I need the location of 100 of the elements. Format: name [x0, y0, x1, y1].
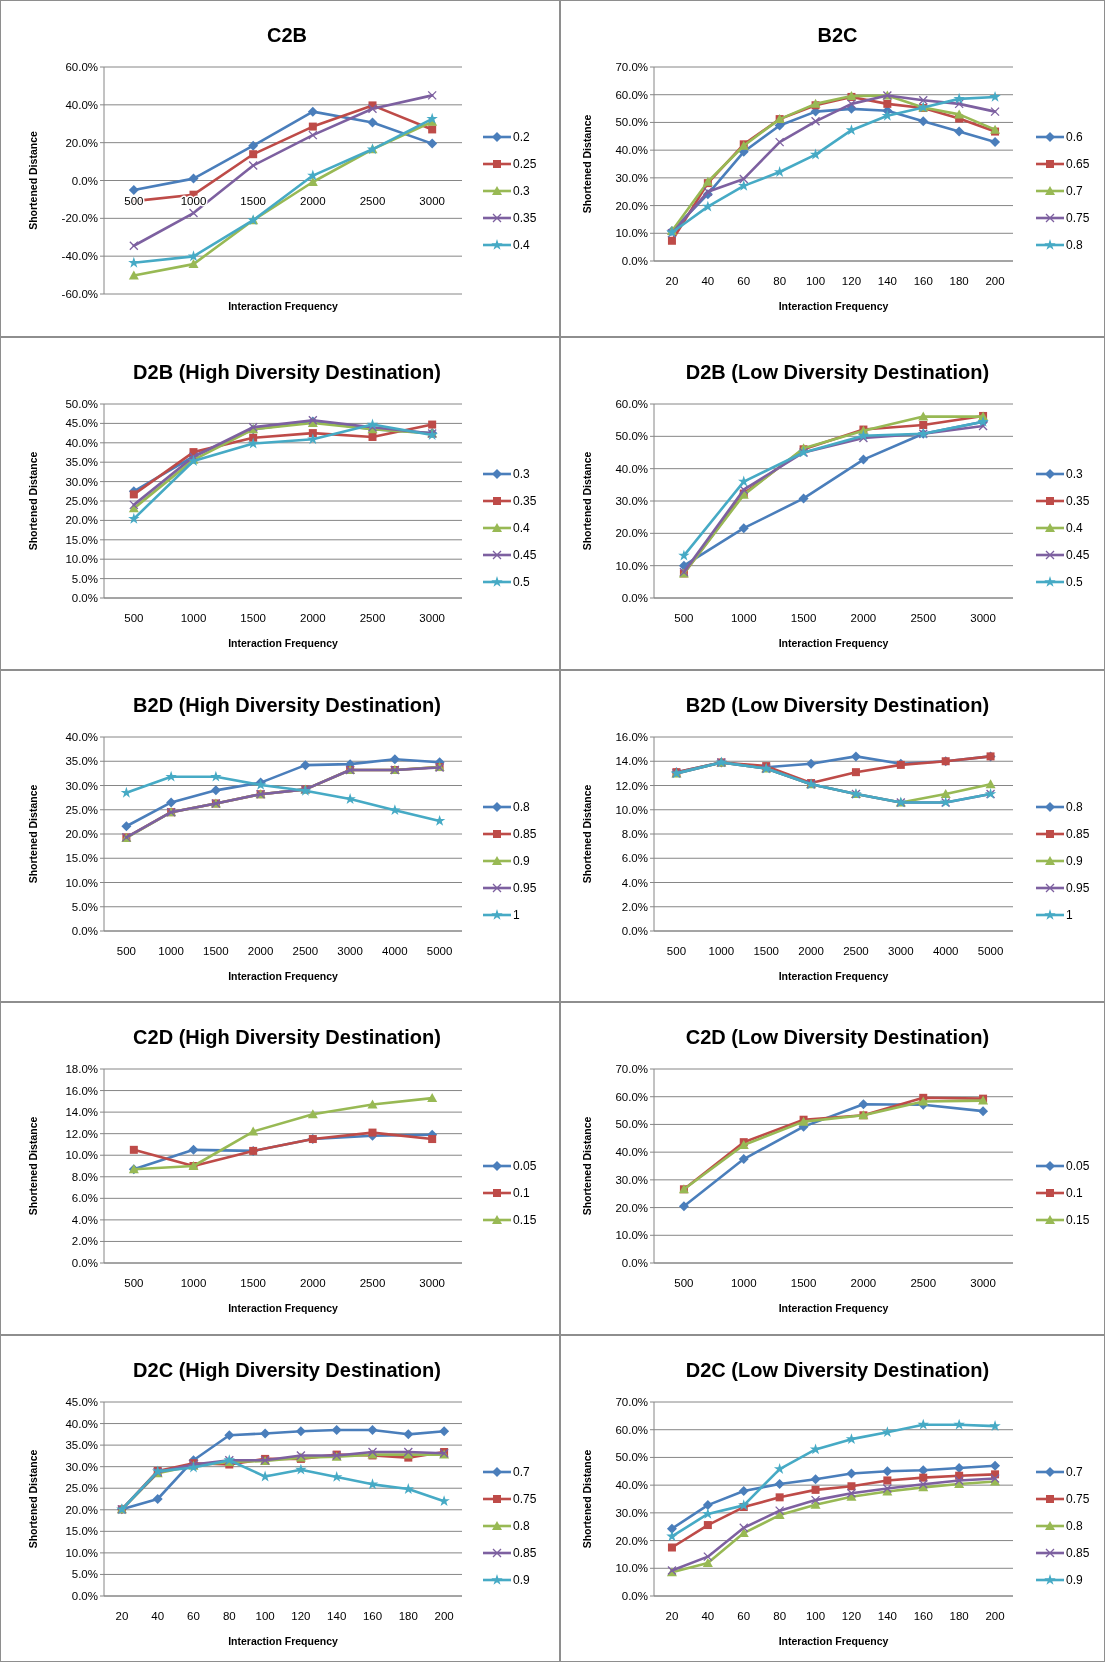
x-tick-label: 2000 [300, 612, 326, 624]
y-tick-label: 10.0% [65, 553, 98, 566]
legend-label: 0.8 [1066, 238, 1084, 253]
y-tick-label: 14.0% [65, 1106, 98, 1119]
x-tick-label: 2000 [798, 945, 824, 957]
y-tick-label: 40.0% [65, 98, 98, 111]
x-tick-label: 140 [327, 1610, 347, 1622]
y-tick-label: 20.0% [65, 514, 98, 527]
y-tick-label: 20.0% [65, 136, 98, 149]
chart-title: C2D (Low Diversity Destination) [685, 1026, 990, 1048]
chart-title: B2C [817, 24, 858, 46]
legend-label: 0.05 [1066, 1159, 1090, 1174]
y-tick-label: -40.0% [61, 250, 98, 263]
y-tick-label: 40.0% [615, 1479, 648, 1492]
y-tick-label: 18.0% [65, 1063, 98, 1076]
y-tick-label: 0.0% [621, 925, 648, 938]
y-tick-label: 20.0% [615, 1201, 648, 1214]
x-tick-label: 160 [913, 275, 933, 287]
y-tick-label: 15.0% [65, 852, 98, 865]
x-tick-label: 2000 [247, 945, 274, 957]
x-axis-title: Interaction Frequency [228, 1302, 338, 1314]
y-tick-label: 40.0% [65, 1417, 98, 1430]
y-tick-label: 50.0% [615, 116, 648, 129]
y-tick-label: 5.0% [71, 1568, 98, 1581]
y-tick-label: 30.0% [65, 779, 98, 792]
legend-label: 0.85 [1066, 827, 1090, 842]
y-tick-label: 0.0% [71, 174, 98, 187]
legend-label: 0.7 [1066, 184, 1084, 199]
x-axis-title: Interaction Frequency [228, 300, 338, 312]
y-tick-label: 50.0% [615, 430, 648, 443]
x-tick-label: 40 [701, 275, 715, 287]
y-tick-label: 4.0% [621, 876, 648, 889]
x-tick-label: 2500 [843, 945, 869, 957]
legend-label: 0.75 [1066, 211, 1090, 226]
x-tick-label: 1500 [790, 612, 817, 624]
y-tick-label: 25.0% [65, 495, 98, 508]
x-axis-title: Interaction Frequency [228, 1635, 338, 1647]
x-tick-label: 1500 [203, 945, 229, 957]
y-tick-label: 6.0% [621, 852, 648, 865]
y-tick-label: 40.0% [615, 144, 648, 157]
y-tick-label: 30.0% [615, 495, 648, 508]
legend-label: 0.85 [513, 827, 537, 842]
y-axis-title: Shortened Distance [581, 451, 593, 551]
legend-label: 0.05 [513, 1159, 537, 1174]
chart-title: D2C (Low Diversity Destination) [685, 1359, 990, 1381]
x-tick-label: 140 [877, 1610, 897, 1622]
x-tick-label: 160 [362, 1610, 383, 1622]
y-tick-label: 25.0% [65, 1482, 98, 1495]
chart-title: D2C (High Diversity Destination) [133, 1359, 441, 1381]
y-tick-label: 15.0% [65, 1525, 98, 1538]
y-tick-label: 10.0% [65, 1546, 98, 1559]
y-tick-label: 10.0% [615, 1562, 648, 1575]
x-tick-label: 1500 [240, 612, 266, 624]
x-tick-label: 3000 [337, 945, 363, 957]
y-tick-label: 10.0% [65, 876, 98, 889]
x-tick-label: 5000 [977, 945, 1004, 957]
y-tick-label: 14.0% [615, 755, 648, 768]
x-tick-label: 1000 [158, 945, 184, 957]
y-tick-label: 60.0% [615, 398, 648, 411]
y-tick-label: 45.0% [65, 1396, 98, 1409]
y-tick-label: 60.0% [65, 61, 98, 74]
y-tick-label: -20.0% [61, 212, 98, 225]
y-tick-label: 20.0% [615, 1534, 648, 1547]
y-tick-label: 10.0% [615, 1229, 648, 1242]
y-tick-label: 60.0% [615, 88, 648, 101]
y-tick-label: 60.0% [615, 1423, 648, 1436]
y-tick-label: 0.0% [621, 592, 648, 605]
x-tick-label: 2500 [359, 612, 386, 624]
y-tick-label: 8.0% [71, 1170, 98, 1183]
y-tick-label: 0.0% [621, 1257, 648, 1270]
y-tick-label: 0.0% [621, 255, 648, 268]
x-tick-label: 500 [674, 612, 694, 624]
y-tick-label: 40.0% [65, 436, 98, 449]
x-tick-label: 60 [737, 1610, 751, 1622]
y-tick-label: 8.0% [621, 828, 648, 841]
x-tick-label: 100 [255, 1610, 275, 1622]
x-tick-label: 1000 [730, 612, 757, 624]
x-tick-label: 100 [805, 275, 826, 287]
x-axis-title: Interaction Frequency [778, 300, 889, 312]
y-tick-label: 25.0% [65, 803, 98, 816]
x-axis-title: Interaction Frequency [228, 637, 338, 649]
x-tick-label: 3000 [888, 945, 914, 957]
legend-label: 0.75 [513, 1492, 537, 1507]
y-axis-title: Shortened Distance [27, 1116, 39, 1216]
x-tick-label: 200 [434, 1610, 454, 1622]
y-tick-label: 10.0% [615, 803, 648, 816]
x-tick-label: 20 [665, 1610, 679, 1622]
x-tick-label: 20 [115, 1610, 129, 1622]
x-tick-label: 60 [187, 1610, 200, 1622]
x-tick-label: 60 [737, 275, 751, 287]
x-tick-label: 5000 [426, 945, 453, 957]
x-tick-label: 2000 [300, 1277, 326, 1289]
x-tick-label: 2500 [910, 1277, 937, 1289]
x-tick-label: 2500 [910, 612, 937, 624]
x-tick-label: 120 [291, 1610, 311, 1622]
y-tick-label: 2.0% [71, 1235, 98, 1248]
x-axis-title: Interaction Frequency [778, 637, 889, 649]
x-tick-label: 3000 [970, 612, 996, 624]
y-tick-label: 50.0% [65, 398, 98, 411]
legend-label: 0.85 [1066, 1546, 1090, 1561]
